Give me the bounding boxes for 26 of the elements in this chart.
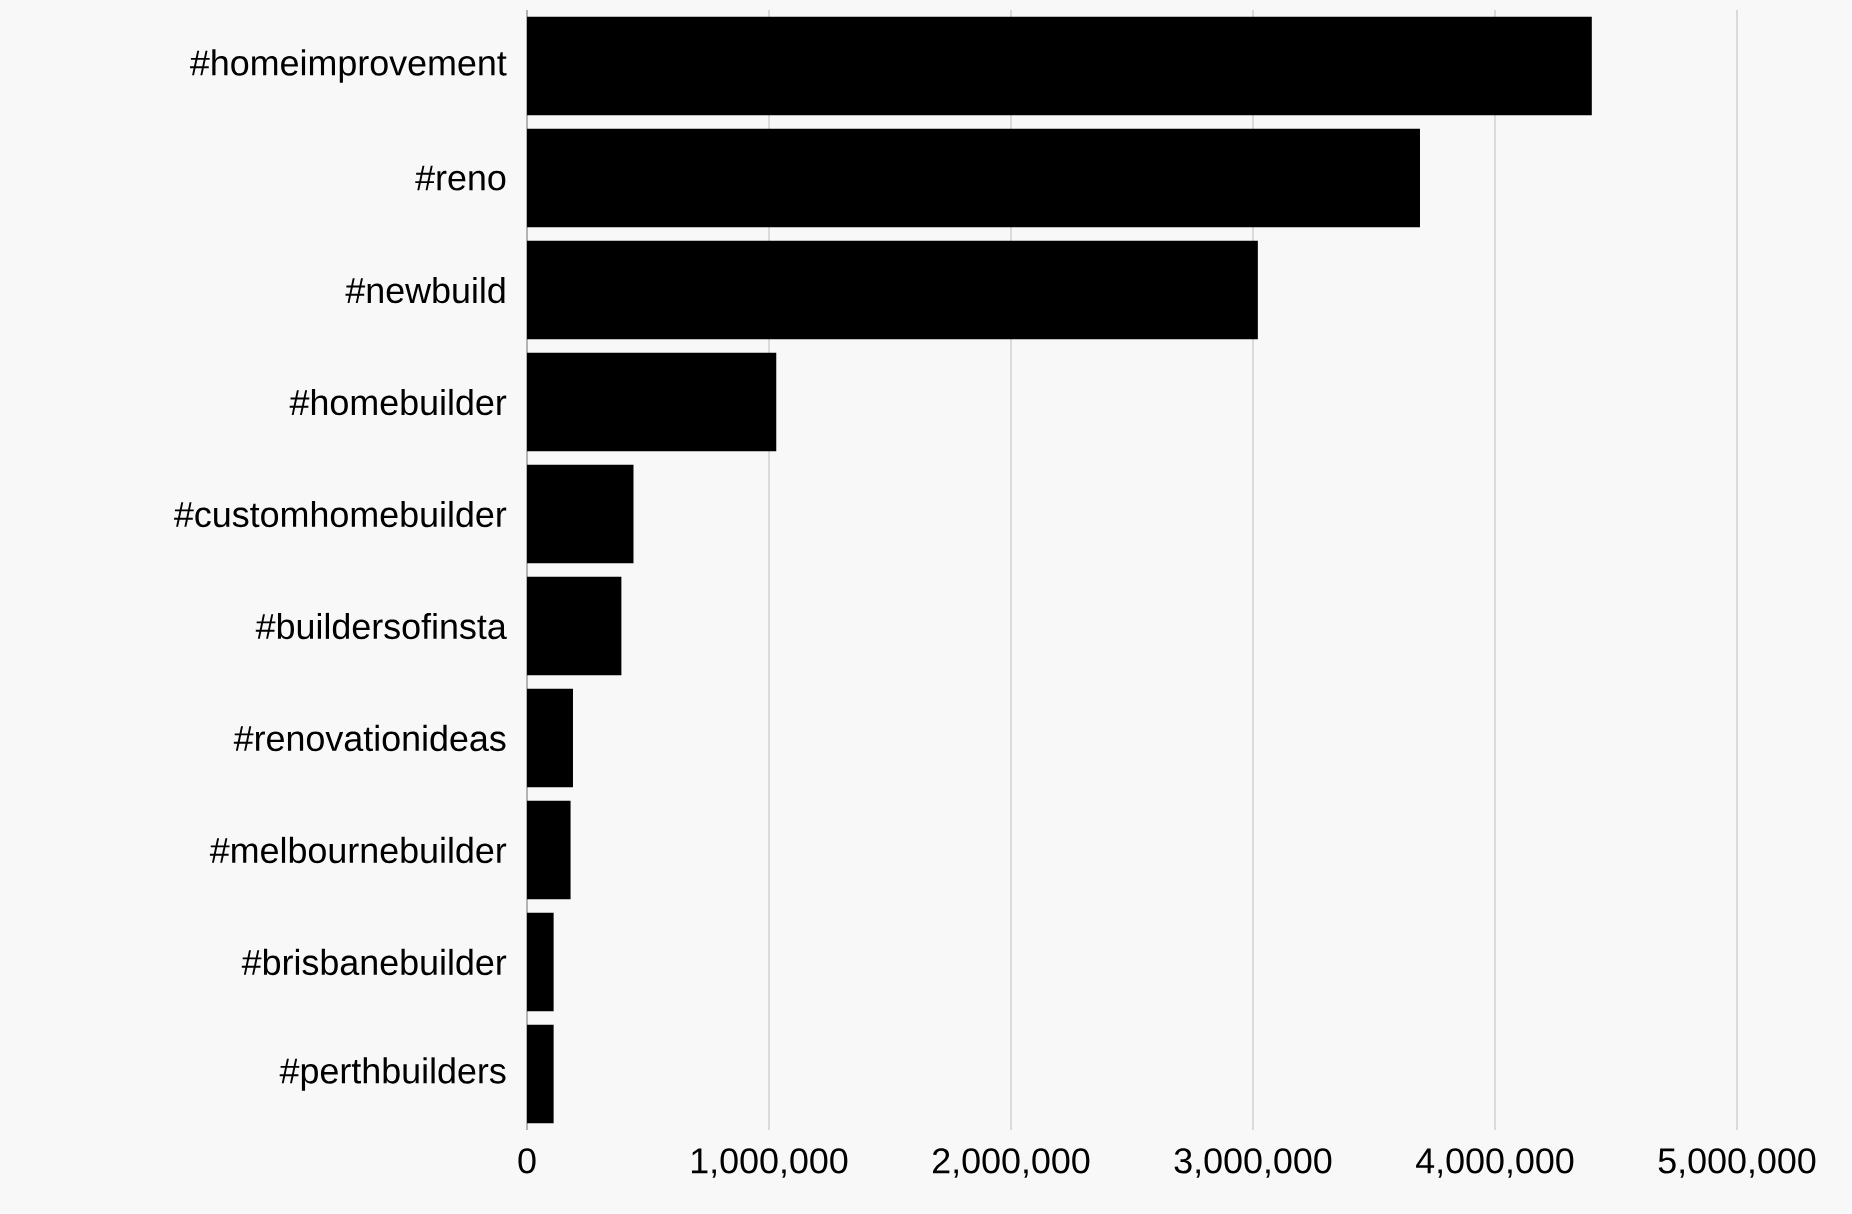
y-tick-label: #homebuilder	[289, 388, 507, 416]
bar	[527, 352, 777, 452]
x-tick-label: 2,000,000	[933, 1148, 1090, 1178]
x-tick-label: 0	[518, 1148, 536, 1174]
y-tick-label: #customhomebuilder	[174, 500, 507, 528]
y-tick-label: #melbournebuilder	[209, 836, 507, 864]
bar	[527, 1024, 554, 1124]
y-tick-label: #newbuild	[345, 276, 505, 304]
bar	[527, 240, 1258, 340]
x-tick-label: 5,000,000	[1658, 1148, 1816, 1178]
x-tick-label: 1,000,000	[691, 1148, 848, 1178]
x-tick-label: 4,000,000	[1416, 1148, 1574, 1178]
bar	[527, 912, 554, 1012]
bar	[527, 576, 622, 676]
bar	[527, 16, 1592, 116]
y-tick-label: #brisbanebuilder	[241, 948, 507, 976]
bar	[527, 128, 1420, 228]
y-tick-label: #perthbuilders	[279, 1057, 506, 1091]
bar	[527, 688, 573, 788]
y-tick-label: #renovationideas	[233, 724, 506, 752]
y-tick-label: #reno	[415, 165, 506, 191]
y-tick-label: #homeimprovement	[190, 49, 507, 83]
x-tick-label: 3,000,000	[1174, 1148, 1332, 1178]
y-tick-label: #buildersofinsta	[255, 612, 507, 640]
bar	[527, 800, 571, 900]
bar	[527, 464, 634, 564]
